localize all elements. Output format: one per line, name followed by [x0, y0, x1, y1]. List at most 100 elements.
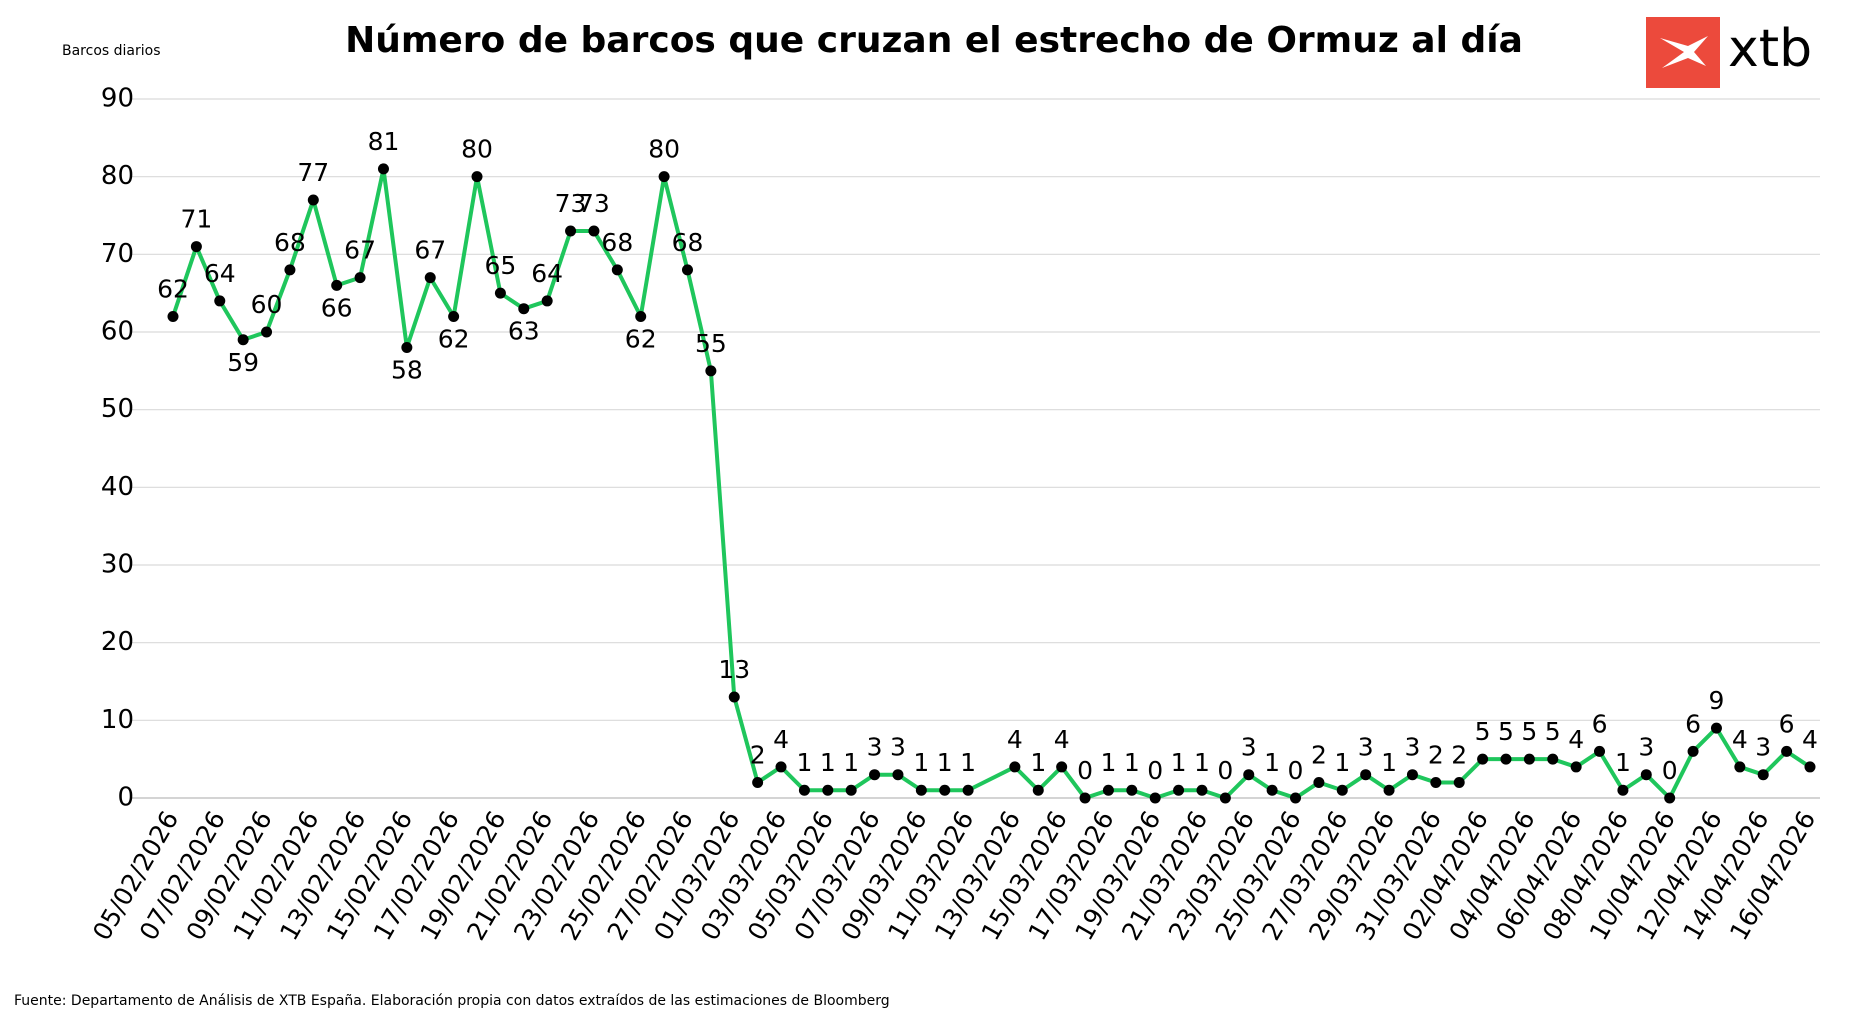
data-point	[1243, 769, 1255, 781]
data-label: 68	[601, 228, 633, 257]
data-label: 2	[1311, 740, 1327, 769]
data-point	[1477, 753, 1489, 765]
data-label: 6	[1685, 709, 1701, 738]
data-point	[565, 225, 577, 237]
data-label: 67	[344, 236, 376, 265]
data-label: 6	[1592, 709, 1608, 738]
data-point	[424, 272, 436, 284]
data-point	[658, 171, 670, 183]
data-label: 3	[867, 733, 883, 762]
data-label: 3	[1241, 733, 1257, 762]
data-label: 65	[484, 251, 516, 280]
data-label: 0	[1147, 756, 1163, 785]
y-tick-label: 70	[101, 239, 134, 269]
data-point	[1687, 745, 1699, 757]
data-label: 4	[1802, 725, 1818, 754]
data-point	[448, 310, 460, 322]
data-point	[1219, 792, 1231, 804]
data-label: 66	[321, 293, 353, 322]
data-label: 68	[672, 228, 704, 257]
data-label: 3	[1638, 733, 1654, 762]
data-label: 0	[1217, 756, 1233, 785]
y-tick-label: 90	[101, 84, 134, 114]
data-label: 1	[937, 748, 953, 777]
data-point	[1757, 769, 1769, 781]
data-label: 1	[1264, 748, 1280, 777]
data-label: 3	[1755, 733, 1771, 762]
data-label: 1	[913, 748, 929, 777]
data-label: 73	[578, 189, 610, 218]
data-point	[728, 691, 740, 703]
data-point	[494, 287, 506, 299]
data-point	[1804, 761, 1816, 773]
data-point	[237, 334, 249, 346]
data-label: 3	[890, 733, 906, 762]
data-point	[705, 365, 717, 377]
data-point	[752, 776, 764, 788]
data-point	[1290, 792, 1302, 804]
data-label: 5	[1521, 717, 1537, 746]
data-point	[518, 303, 530, 315]
data-point	[1079, 792, 1091, 804]
data-label: 80	[461, 135, 493, 164]
data-point	[1547, 753, 1559, 765]
y-tick-label: 20	[101, 627, 134, 657]
data-point	[1710, 722, 1722, 734]
y-tick-label: 30	[101, 550, 134, 580]
data-label: 1	[1194, 748, 1210, 777]
data-point	[1594, 745, 1606, 757]
y-axis-label: Barcos diarios	[62, 43, 161, 59]
data-label: 4	[1732, 725, 1748, 754]
logo-mark	[1646, 17, 1720, 88]
data-label: 62	[438, 324, 470, 353]
data-point	[190, 241, 202, 253]
data-label: 1	[1124, 748, 1140, 777]
data-point	[471, 171, 483, 183]
data-label: 1	[1615, 748, 1631, 777]
data-label: 1	[1100, 748, 1116, 777]
data-label: 0	[1662, 756, 1678, 785]
data-label: 64	[531, 259, 563, 288]
data-point	[1664, 792, 1676, 804]
data-point	[541, 295, 553, 307]
data-point	[1617, 784, 1629, 796]
data-point	[1009, 761, 1021, 773]
data-label: 13	[718, 655, 750, 684]
data-point	[1570, 761, 1582, 773]
logo-icon	[1660, 36, 1708, 68]
data-point	[261, 326, 273, 338]
data-point	[1500, 753, 1512, 765]
data-label: 81	[368, 127, 400, 156]
data-point	[588, 225, 600, 237]
data-point	[1523, 753, 1535, 765]
data-point	[284, 264, 296, 276]
data-point	[1102, 784, 1114, 796]
data-point	[354, 272, 366, 284]
data-point	[1406, 769, 1418, 781]
y-tick-label: 60	[101, 317, 134, 347]
data-label: 5	[1545, 717, 1561, 746]
y-tick-label: 0	[117, 783, 134, 813]
data-point	[1126, 784, 1138, 796]
data-label: 2	[750, 740, 766, 769]
data-label: 9	[1709, 686, 1725, 715]
data-point	[1196, 784, 1208, 796]
data-point	[869, 769, 881, 781]
data-label: 0	[1288, 756, 1304, 785]
data-point	[915, 784, 927, 796]
data-label: 60	[251, 290, 283, 319]
data-label: 4	[1054, 725, 1070, 754]
data-point	[681, 264, 693, 276]
data-label: 6	[1779, 709, 1795, 738]
data-label: 3	[1358, 733, 1374, 762]
data-point	[214, 295, 226, 307]
data-label: 1	[1171, 748, 1187, 777]
logo-text: xtb	[1728, 19, 1812, 79]
data-label: 80	[648, 135, 680, 164]
data-point	[892, 769, 904, 781]
data-label: 77	[297, 158, 329, 187]
data-point	[1266, 784, 1278, 796]
data-label: 1	[843, 748, 859, 777]
logo: xtb	[1646, 17, 1812, 88]
